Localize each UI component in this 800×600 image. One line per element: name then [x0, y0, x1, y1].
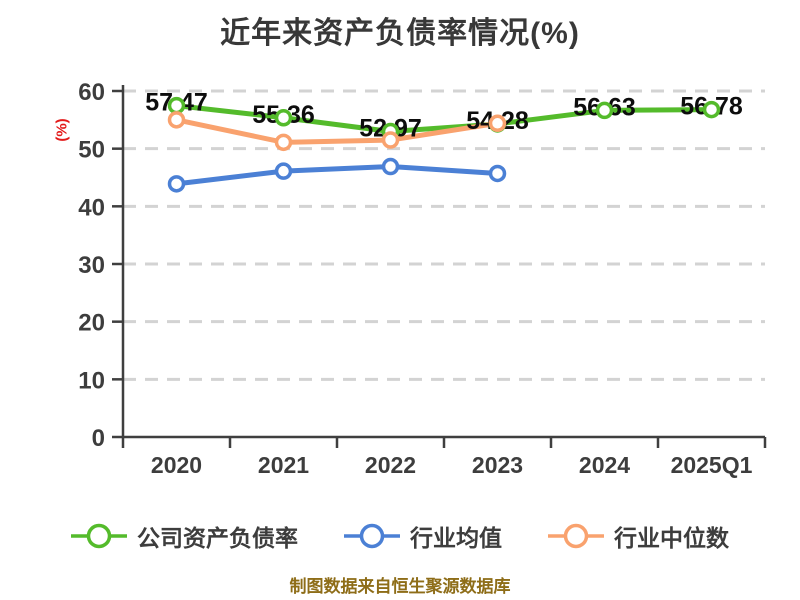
series-2-point-2022 [381, 131, 400, 149]
series-0-point-2021 [274, 109, 293, 127]
x-tick-label-2021: 2021 [258, 452, 309, 478]
legend-marker-industry-avg-icon [344, 523, 400, 549]
series-2-point-2021 [274, 133, 293, 152]
series-line-2 [174, 117, 500, 145]
legend-item-company: 公司资产负债率 [71, 519, 298, 553]
series-1-point-2023 [488, 164, 507, 183]
y-tick-label-30: 30 [78, 252, 105, 279]
data-source-footer: 制图数据来自恒生聚源数据库 [289, 577, 511, 596]
series-0-point-2020 [167, 96, 186, 115]
legend-label-company: 公司资产负债率 [137, 525, 298, 551]
series-line-0 [174, 103, 714, 135]
legend-marker-company-icon [71, 523, 127, 549]
legend-item-industry-avg: 行业均值 [344, 519, 502, 553]
y-tick-label-10: 10 [78, 367, 105, 394]
y-tick-label-0: 0 [92, 425, 105, 452]
y-tick-label-20: 20 [78, 310, 105, 337]
chart-title: 近年来资产负债率情况(%) [220, 17, 580, 50]
series-0-point-2024 [595, 101, 614, 120]
series-1-point-2022 [381, 157, 400, 176]
x-tick-label-2024: 2024 [579, 452, 630, 478]
series-1-point-2021 [274, 162, 293, 180]
x-tick-label-2022: 2022 [365, 452, 416, 478]
series-1-point-2020 [167, 175, 186, 193]
series-0-point-2025Q1 [702, 100, 721, 119]
y-tick-label-40: 40 [78, 194, 105, 221]
legend-item-industry-median: 行业中位数 [548, 519, 729, 553]
y-tick-label-50: 50 [78, 137, 105, 164]
series-2-point-2023 [488, 114, 507, 133]
legend-marker-industry-median-icon [548, 523, 604, 549]
x-tick-label-2025Q1: 2025Q1 [671, 452, 753, 478]
series-2-point-2020 [167, 111, 186, 129]
legend-label-industry-avg: 行业均值 [410, 525, 502, 551]
x-tick-label-2023: 2023 [472, 452, 523, 478]
y-tick-label-60: 60 [78, 79, 105, 106]
legend-label-industry-median: 行业中位数 [614, 525, 729, 551]
legend: 公司资产负债率 行业均值 行业中位数 [0, 512, 800, 560]
series-line-1 [174, 164, 500, 187]
x-tick-label-2020: 2020 [151, 452, 202, 478]
